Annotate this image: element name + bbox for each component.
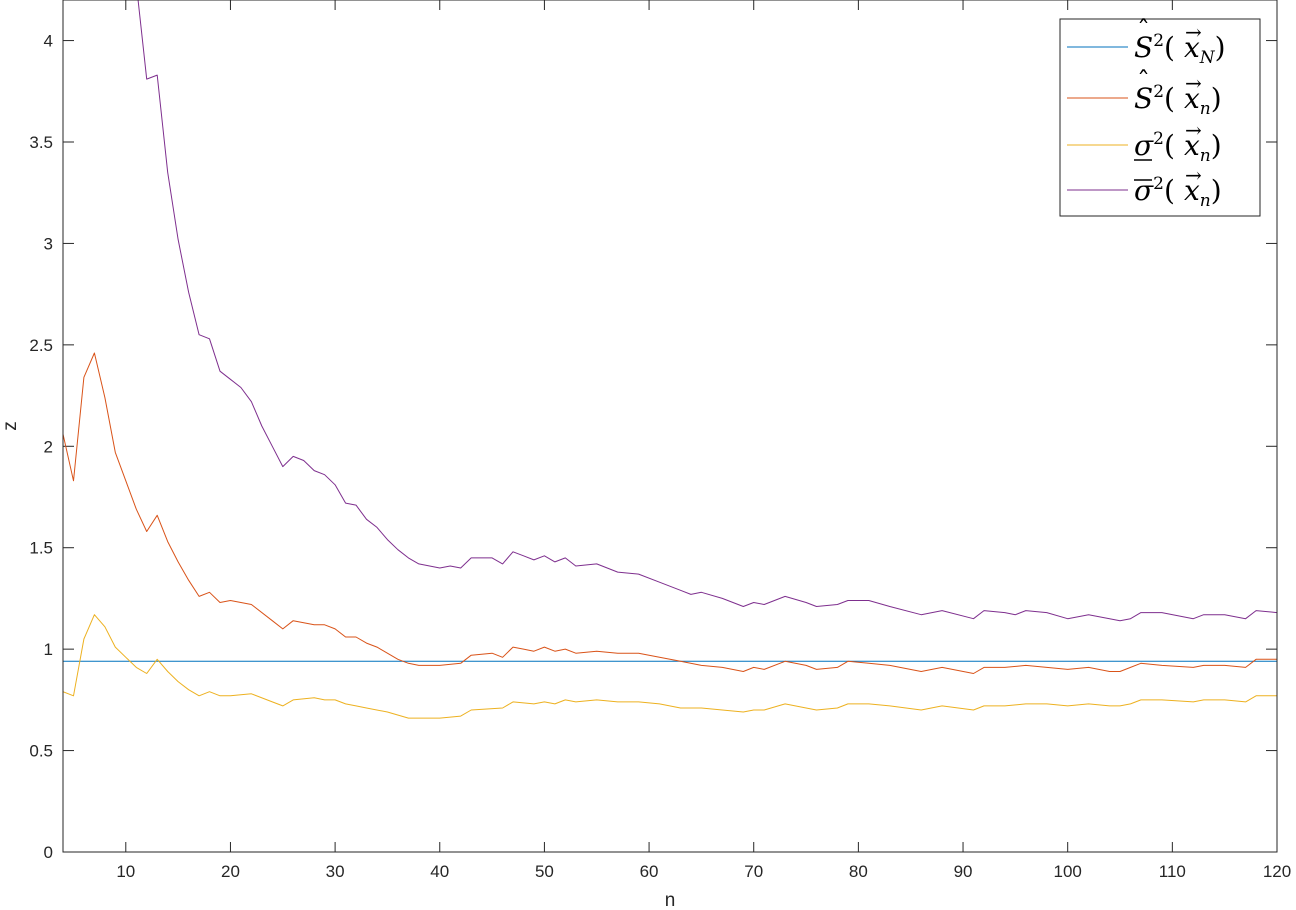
x-tick-label: 30 <box>326 862 345 881</box>
legend-label-sigma-upper: σ2(→xn) <box>1134 163 1222 211</box>
x-tick-label: 10 <box>116 862 135 881</box>
series-layer <box>63 0 1277 719</box>
x-tick-label: 90 <box>954 862 973 881</box>
legend: ˆ S2(→xN) ˆ S2(→xn) σ2(→xn) σ2(→xn) <box>1059 13 1261 217</box>
legend-item-s-hat-n: ˆ S2(→xn) <box>1067 64 1222 119</box>
series-sigma-lower-line <box>63 614 1277 719</box>
y-tick-label: 3 <box>44 234 53 253</box>
legend-label-s-hat-n-cap: ˆ S2(→xN) <box>1134 13 1226 68</box>
series-s-hat-n-line <box>63 352 1277 674</box>
y-tick-label: 4 <box>44 32 53 51</box>
legend-label-s-hat-n: ˆ S2(→xn) <box>1134 64 1222 119</box>
series-sigma-upper-line <box>137 0 1277 622</box>
x-tick-label: 70 <box>744 862 763 881</box>
y-tick-label: 1 <box>44 640 53 659</box>
x-tick-label: 50 <box>535 862 554 881</box>
legend-box <box>1059 18 1261 217</box>
y-axis-label: z <box>0 421 21 431</box>
y-tick-label: 2 <box>44 437 53 456</box>
legend-item-sigma-lower: σ2(→xn) <box>1067 118 1222 166</box>
x-tick-label: 110 <box>1159 862 1186 881</box>
y-axis-ticks: 0 0.5 1 1.5 2 2.5 3 3.5 4 <box>29 32 1277 862</box>
x-axis-ticks: 10 20 30 40 50 60 70 80 90 100 110 120 <box>116 0 1291 881</box>
legend-item-s-hat-n-cap: ˆ S2(→xN) <box>1067 13 1226 68</box>
x-tick-label: 100 <box>1054 862 1082 881</box>
x-tick-label: 80 <box>849 862 868 881</box>
y-tick-label: 0.5 <box>29 742 53 761</box>
legend-label-sigma-lower: σ2(→xn) <box>1134 118 1222 166</box>
x-tick-label: 120 <box>1263 862 1291 881</box>
x-tick-label: 60 <box>640 862 659 881</box>
legend-item-sigma-upper: σ2(→xn) <box>1067 163 1222 211</box>
x-tick-label: 40 <box>430 862 449 881</box>
plot-frame <box>62 0 1278 853</box>
y-tick-label: 0 <box>44 843 53 862</box>
x-tick-label: 20 <box>221 862 240 881</box>
y-tick-label: 3.5 <box>29 133 53 152</box>
x-axis-label: n <box>665 890 676 910</box>
y-tick-label: 1.5 <box>29 539 53 558</box>
y-tick-label: 2.5 <box>29 336 53 355</box>
